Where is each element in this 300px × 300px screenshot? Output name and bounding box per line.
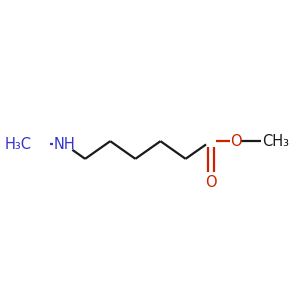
Text: CH₃: CH₃	[262, 134, 289, 149]
Text: O: O	[205, 175, 217, 190]
Text: NH: NH	[53, 136, 75, 152]
Text: O: O	[230, 134, 242, 149]
Text: H₃C: H₃C	[5, 136, 32, 152]
